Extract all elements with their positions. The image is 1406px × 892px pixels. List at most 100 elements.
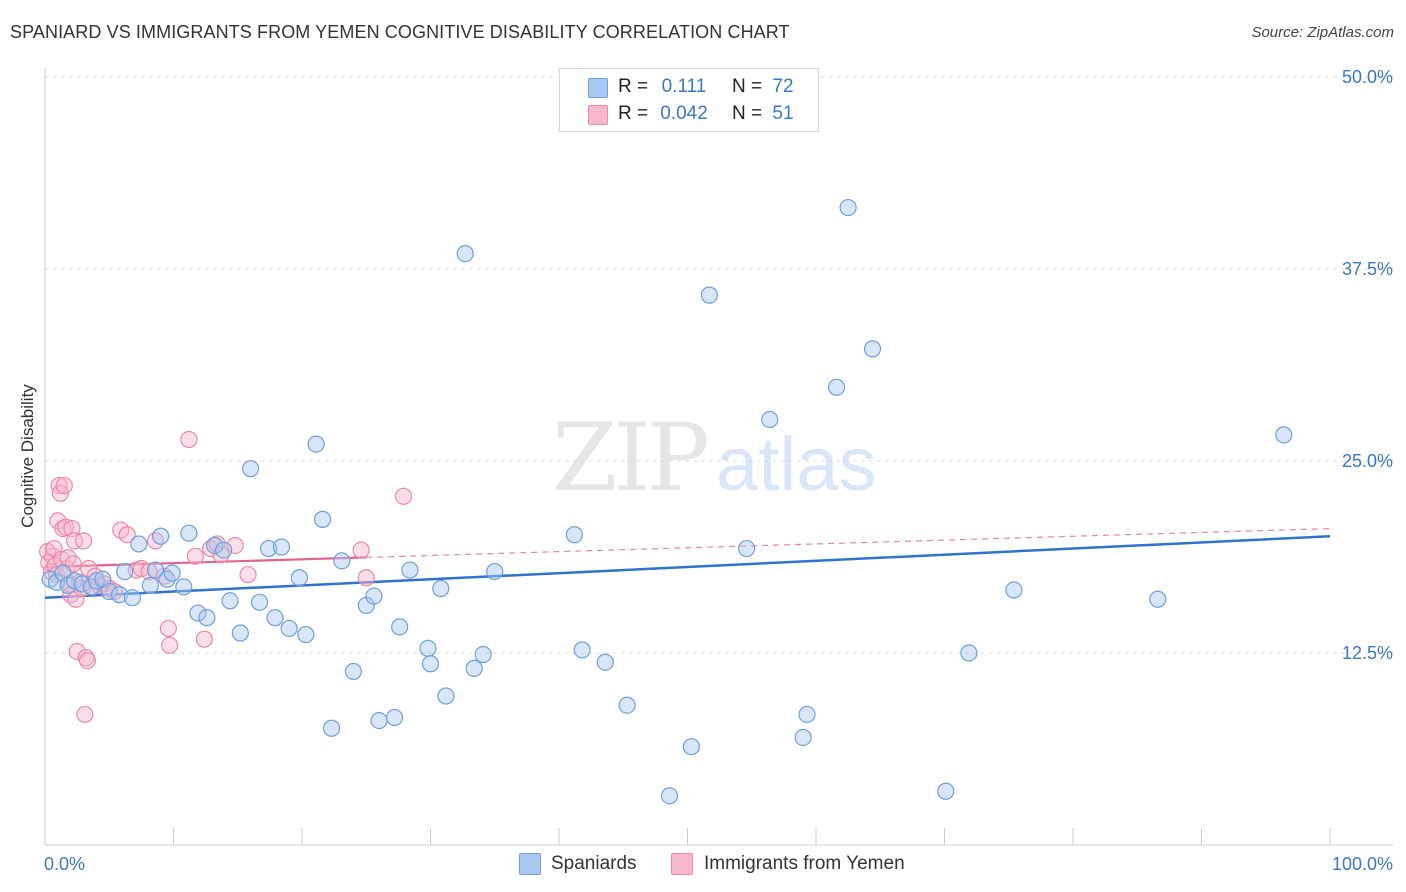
point-spaniards xyxy=(1005,581,1023,599)
point-spaniards xyxy=(794,728,812,747)
point-yemen xyxy=(65,532,84,550)
point-yemen xyxy=(352,541,370,559)
point-spaniards xyxy=(215,541,233,559)
series-swatch-yemen xyxy=(671,853,693,875)
label-layer: 12.5% 25.0% 37.5% 50.0% 0.0% 100.0% xyxy=(44,67,1393,874)
point-yemen xyxy=(78,652,97,670)
point-spaniards xyxy=(116,562,134,581)
legend-r-value: 0.111 xyxy=(661,76,707,97)
point-spaniards xyxy=(290,569,309,587)
point-spaniards xyxy=(456,245,474,263)
point-spaniards xyxy=(465,659,483,677)
point-spaniards xyxy=(863,340,882,358)
point-spaniards xyxy=(573,641,591,659)
point-spaniards xyxy=(266,609,284,627)
point-spaniards xyxy=(100,582,118,601)
series-swatch-spaniards xyxy=(519,853,541,875)
point-yemen xyxy=(159,619,177,638)
legend-n-label: N = xyxy=(732,103,763,124)
series-label-yemen: Immigrants from Yemen xyxy=(704,853,905,874)
point-spaniards xyxy=(198,609,216,627)
point-spaniards xyxy=(146,561,165,579)
x-tick-label-min: 0.0% xyxy=(44,854,85,874)
point-spaniards xyxy=(130,535,148,553)
legend-swatch-yemen xyxy=(588,105,608,125)
point-spaniards xyxy=(839,198,857,217)
series-label-spaniards: Spaniards xyxy=(551,853,637,874)
point-spaniards xyxy=(827,378,846,396)
x-tick-label-max: 100.0% xyxy=(1332,854,1393,874)
correlation-legend: R = 0.111 N = 72 R = 0.042 N = 51 xyxy=(559,68,819,132)
point-yemen xyxy=(180,430,198,449)
point-spaniards xyxy=(401,561,419,579)
point-spaniards xyxy=(437,687,455,705)
point-yemen xyxy=(357,569,375,587)
point-spaniards xyxy=(333,552,351,570)
point-spaniards xyxy=(206,536,224,555)
point-spaniards xyxy=(280,619,298,638)
point-spaniards xyxy=(242,460,260,478)
point-yemen xyxy=(118,526,136,544)
point-spaniards xyxy=(180,524,198,542)
point-yemen xyxy=(146,532,165,550)
point-spaniards xyxy=(432,579,450,598)
point-spaniards xyxy=(87,572,106,590)
point-yemen xyxy=(161,636,179,654)
point-spaniards xyxy=(307,435,325,453)
point-spaniards xyxy=(1149,590,1167,608)
point-spaniards xyxy=(486,562,504,581)
point-yemen xyxy=(212,546,230,564)
point-spaniards xyxy=(596,653,614,671)
point-yemen xyxy=(76,705,94,724)
point-spaniards xyxy=(660,787,679,805)
point-spaniards xyxy=(163,564,181,582)
point-spaniards xyxy=(391,618,409,636)
point-spaniards xyxy=(565,526,584,544)
point-spaniards xyxy=(110,586,129,604)
y-tick-label: 37.5% xyxy=(1342,259,1393,279)
point-spaniards xyxy=(474,645,492,664)
legend-row-yemen: R = 0.042 N = 51 xyxy=(560,101,818,127)
point-spaniards xyxy=(175,578,193,596)
point-yemen xyxy=(239,566,257,584)
point-spaniards xyxy=(618,696,636,714)
watermark-layer: ZIP atlas xyxy=(552,404,877,513)
y-axis-label: Cognitive Disability xyxy=(18,384,37,528)
watermark-zip: ZIP xyxy=(552,404,706,513)
legend-r-label: R = xyxy=(618,76,649,97)
legend-row-spaniards: R = 0.111 N = 72 xyxy=(560,74,818,100)
legend-r-label: R = xyxy=(618,103,649,124)
point-yemen xyxy=(105,582,123,601)
point-spaniards xyxy=(313,510,332,528)
point-spaniards xyxy=(344,662,362,681)
point-yemen xyxy=(195,630,213,648)
point-spaniards xyxy=(231,624,249,642)
point-spaniards xyxy=(385,708,404,727)
trendline-yemen-extension xyxy=(366,527,1331,558)
trendline-spaniards xyxy=(44,535,1331,599)
legend-r-value: 0.042 xyxy=(660,103,708,124)
point-spaniards xyxy=(189,604,207,622)
y-tick-label: 50.0% xyxy=(1342,67,1393,87)
point-spaniards xyxy=(738,539,756,558)
point-spaniards xyxy=(73,575,91,593)
point-spaniards xyxy=(272,538,291,556)
point-spaniards xyxy=(259,539,278,558)
point-spaniards xyxy=(365,587,383,605)
y-tick-label: 25.0% xyxy=(1342,451,1393,471)
legend-n-label: N = xyxy=(732,76,763,97)
point-spaniards xyxy=(960,644,978,662)
point-spaniards xyxy=(221,592,239,610)
point-spaniards xyxy=(370,711,388,730)
point-spaniards xyxy=(421,655,440,673)
point-yemen xyxy=(67,590,85,608)
legend-swatch-spaniards xyxy=(588,78,608,98)
point-spaniards xyxy=(761,410,779,429)
point-spaniards xyxy=(152,527,170,545)
legend-n-value: 51 xyxy=(772,103,794,124)
point-yemen xyxy=(74,532,93,550)
axis-layer xyxy=(44,68,1393,846)
point-yemen xyxy=(186,547,204,565)
watermark-atlas: atlas xyxy=(716,422,877,507)
